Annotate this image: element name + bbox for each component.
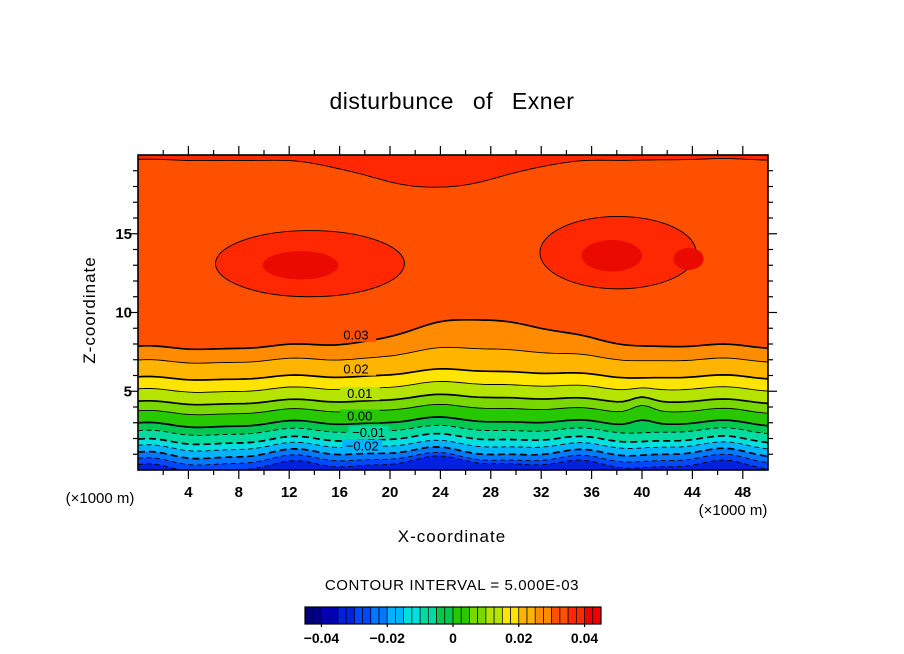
colorbar-cell: [362, 606, 372, 625]
contour-line: [138, 439, 768, 452]
colorbar-cell: [304, 606, 314, 625]
contour-label: 0.02: [343, 362, 368, 377]
colorbar-cell: [460, 606, 470, 625]
x-axis-tick-label: 32: [533, 484, 550, 501]
colorbar-cell: [559, 606, 569, 625]
colorbar-cell: [592, 606, 602, 625]
x-axis-tick-label: 28: [482, 484, 499, 501]
colorbar-cell: [312, 606, 322, 625]
colorbar-tick-label: 0.04: [571, 630, 598, 646]
contour-line: [138, 403, 768, 416]
colorbar-cell: [436, 606, 446, 625]
contour-label: 0.00: [347, 409, 372, 424]
x-axis-tick-label: 4: [184, 484, 193, 501]
colorbar-cell: [493, 606, 503, 625]
colorbar-cell: [337, 606, 347, 625]
colorbar-tick-label: 0.02: [505, 630, 532, 646]
contour-line: [138, 393, 768, 406]
colorbar-cell: [378, 606, 388, 625]
colorbar-cell: [386, 606, 396, 625]
x-axis-tick-label: 48: [734, 484, 751, 501]
colorbar-tick-label: −0.04: [304, 630, 340, 646]
x-axis-tick-label: 16: [331, 484, 348, 501]
colorbar-cell: [567, 606, 577, 625]
upper-contour-line: [138, 158, 768, 188]
colorbar-cell: [370, 606, 380, 625]
contour-label-mask: [335, 362, 376, 376]
colorbar-cell: [452, 606, 462, 625]
contour-line: [138, 416, 768, 429]
contour-label-mask: [339, 387, 380, 401]
contour-label: −0.01: [352, 425, 385, 440]
colorbar-cell: [329, 606, 339, 625]
colorbar-cell: [551, 606, 561, 625]
colorbar-cell: [321, 606, 331, 625]
contour-core: [581, 240, 642, 272]
contour-core: [262, 251, 339, 280]
x-axis-tick-label: 24: [432, 484, 449, 501]
contour-label-mask: [348, 425, 389, 439]
colorbar-cell: [575, 606, 585, 625]
x-axis-unit-label: (×1000 m): [698, 502, 768, 519]
x-axis-tick-label: 40: [634, 484, 651, 501]
y-axis-tick-label: 10: [115, 305, 132, 322]
contour-label-mask: [339, 409, 380, 423]
colorbar-cell: [477, 606, 487, 625]
contour-interval-label: CONTOUR INTERVAL = 5.000E-03: [324, 577, 580, 594]
x-axis-tick-label: 36: [583, 484, 600, 501]
colorbar-cell: [485, 606, 495, 625]
contour-label-mask: [335, 328, 376, 342]
colorbar-cell: [403, 606, 413, 625]
contour-band: [138, 455, 768, 470]
y-axis-unit-label: (×1000 m): [65, 490, 135, 507]
colorbar-cell: [353, 606, 363, 625]
contour-label: 0.01: [347, 386, 372, 401]
contour-line: [138, 346, 768, 364]
contour-line: [138, 432, 768, 446]
upper-contour-band: [138, 155, 768, 188]
contour-label: 0.03: [343, 328, 368, 343]
contour-label-mask: [342, 439, 383, 453]
x-axis-tick-label: 20: [382, 484, 399, 501]
contour-line: [138, 424, 768, 436]
colorbar-cell: [584, 606, 594, 625]
colorbar: −0.04 −0.02 0 0.02 0.04: [304, 606, 602, 646]
y-axis-tick-label: 15: [115, 226, 132, 243]
colorbar-cell: [469, 606, 479, 625]
colorbar-cell: [345, 606, 355, 625]
colorbar-cell: [510, 606, 520, 625]
colorbar-cell: [534, 606, 544, 625]
contour-line: [138, 380, 768, 393]
colorbar-cell: [518, 606, 528, 625]
colorbar-cell: [411, 606, 421, 625]
contour-label: −0.02: [346, 439, 379, 454]
x-axis-tick-label: 8: [235, 484, 243, 501]
contour-line: [138, 451, 768, 466]
x-axis-tick-label: 44: [684, 484, 701, 501]
y-axis-tick-label: 5: [124, 383, 132, 400]
colorbar-cell: [543, 606, 553, 625]
contour-field: 0.03 0.02 0.01 0.00−0.01−0.02: [138, 155, 768, 470]
colorbar-cell: [526, 606, 536, 625]
colorbar-cell: [395, 606, 405, 625]
contour-line: [138, 367, 768, 381]
plot-title: disturbunce of Exner: [329, 88, 575, 114]
y-axis-title: Z-coordinate: [80, 256, 99, 364]
colorbar-cell: [444, 606, 454, 625]
colorbar-cell: [501, 606, 511, 625]
x-axis-title: X-coordinate: [397, 527, 507, 546]
x-axis-tick-label: 12: [281, 484, 298, 501]
contour-line: [138, 318, 768, 351]
colorbar-tick-label: 0: [449, 630, 457, 646]
contour-line: [138, 446, 768, 460]
colorbar-tick-label: −0.02: [370, 630, 406, 646]
colorbar-cell: [427, 606, 437, 625]
colorbar-cell: [419, 606, 429, 625]
contour-core: [673, 247, 704, 270]
